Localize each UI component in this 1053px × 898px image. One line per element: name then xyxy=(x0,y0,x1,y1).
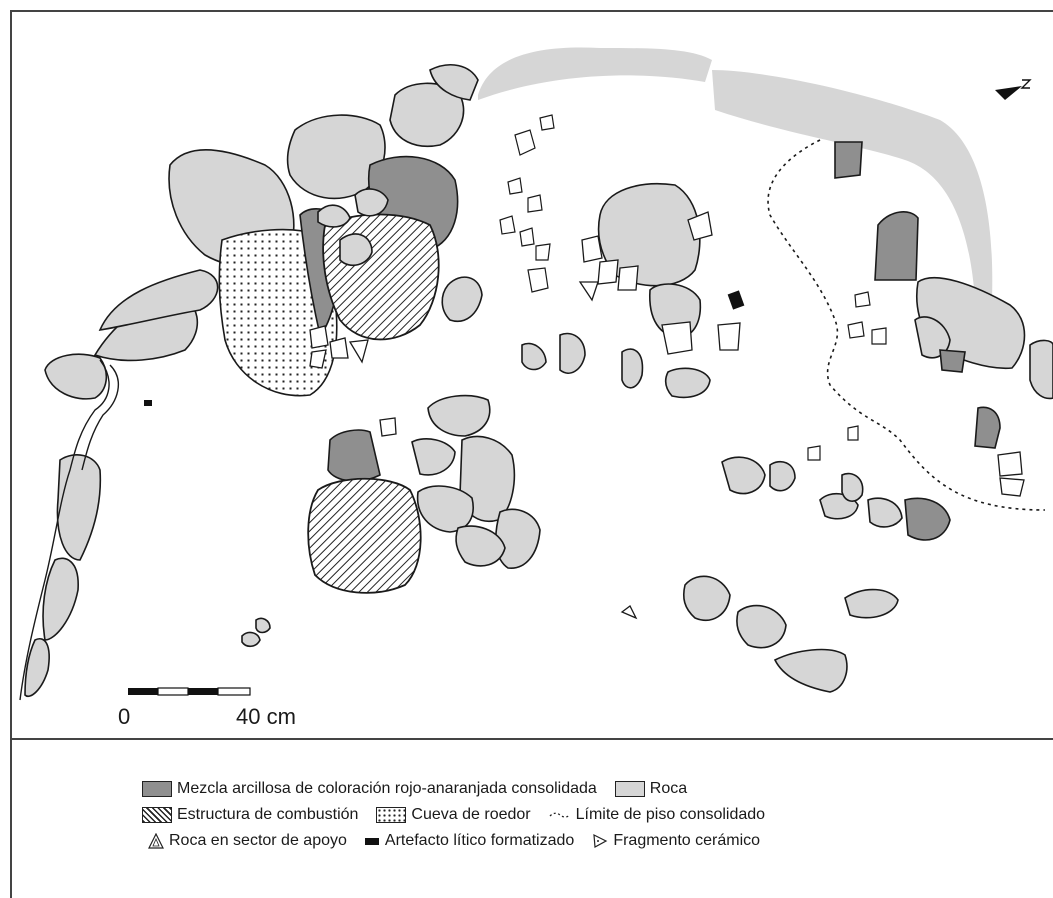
scale-bar: 0 40 cm xyxy=(118,687,296,729)
dot-swatch-icon xyxy=(376,807,407,823)
wall-band-right xyxy=(712,70,993,300)
dashed-line-icon xyxy=(549,812,571,818)
north-arrow-icon xyxy=(995,79,1032,100)
ceramic-fragment-icon xyxy=(593,833,608,848)
lithic-swatch-icon xyxy=(364,837,379,845)
hatch-swatch-icon xyxy=(142,807,172,823)
legend-item-rodent-cave: Cueva de roedor xyxy=(376,806,531,824)
legend-item-support-rock: Roca en sector de apoyo xyxy=(148,832,347,850)
scale-end-label: 40 cm xyxy=(236,704,296,729)
clay-swatch-icon xyxy=(142,781,172,797)
triangle-icon xyxy=(148,833,164,849)
legend-ceramic-label: Fragmento cerámico xyxy=(613,832,761,849)
legend-row-3: Roca en sector de apoyo Artefacto lítico… xyxy=(148,832,778,850)
southeast-rocks xyxy=(682,575,899,693)
legend-item-floor-limit: Límite de piso consolidado xyxy=(549,806,765,824)
legend-item-ceramic: Fragmento cerámico xyxy=(592,832,760,850)
excavation-plan: 0 40 cm xyxy=(19,47,1053,729)
legend-item-combustion: Estructura de combustión xyxy=(142,806,358,824)
legend-rodent-cave-label: Cueva de roedor xyxy=(411,806,531,823)
scale-start-label: 0 xyxy=(118,704,130,729)
legend-row-1: Mezcla arcillosa de coloración rojo-anar… xyxy=(142,780,705,798)
legend-lithic-label: Artefacto lítico formatizado xyxy=(384,832,575,849)
legend-item-lithic: Artefacto lítico formatizado xyxy=(364,832,575,850)
rock-swatch-icon xyxy=(614,781,645,797)
legend-floor-limit-label: Límite de piso consolidado xyxy=(575,806,766,823)
legend-rock-label: Roca xyxy=(649,780,688,797)
legend-row-2: Estructura de combustión Cueva de roedor… xyxy=(142,806,783,824)
legend-support-rock-label: Roca en sector de apoyo xyxy=(169,832,347,849)
hearth-cluster-north xyxy=(218,155,459,397)
legend-item-rock: Roca xyxy=(614,780,688,798)
legend-item-clay: Mezcla arcillosa de coloración rojo-anar… xyxy=(142,780,597,798)
ceramic-cluster-center xyxy=(499,114,555,293)
legend-clay-label: Mezcla arcillosa de coloración rojo-anar… xyxy=(177,780,597,797)
legend-combustion-label: Estructura de combustión xyxy=(177,806,359,823)
south-cluster xyxy=(241,394,638,648)
central-cluster xyxy=(441,183,741,399)
frame-left-edge xyxy=(10,740,12,898)
east-rocks xyxy=(721,141,1053,541)
wall-band-top xyxy=(478,47,712,100)
